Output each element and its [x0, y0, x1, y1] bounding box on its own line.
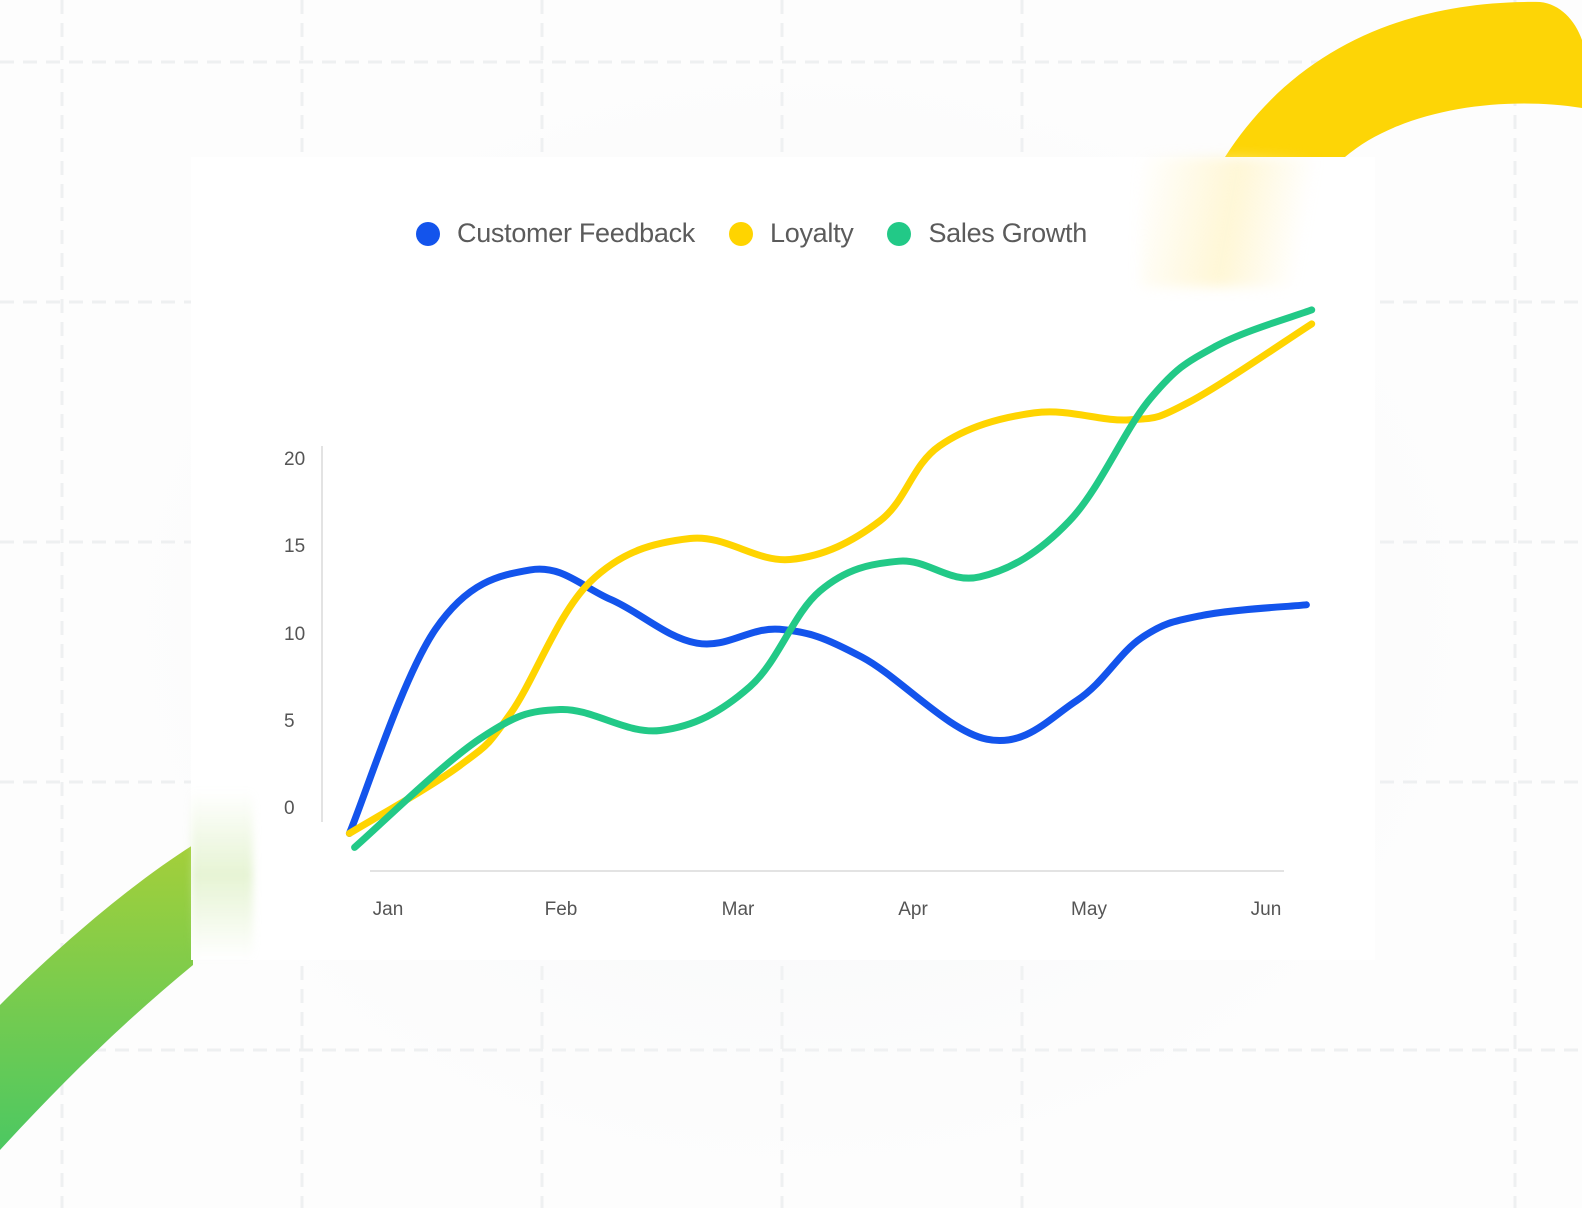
- decor-yellow-arc: [1225, 1, 1582, 157]
- y-tick-label: 20: [284, 449, 306, 470]
- legend-item-loyalty[interactable]: Loyalty: [729, 218, 854, 249]
- green-fade-overlay: [191, 790, 253, 960]
- x-tick-label: May: [1071, 899, 1107, 920]
- yellow-fade-overlay: [1140, 157, 1340, 287]
- y-tick-label: 0: [284, 798, 295, 819]
- series-line-sales-growth[interactable]: [351, 306, 1316, 851]
- x-tick-label: Jun: [1250, 899, 1282, 920]
- legend-label: Customer Feedback: [457, 218, 696, 248]
- x-tick-label: Mar: [721, 899, 755, 920]
- series-line-customer-feedback[interactable]: [345, 565, 1310, 837]
- decor-green-arc: [0, 845, 193, 1150]
- y-tick-label: 15: [284, 536, 306, 557]
- x-tick-label: Apr: [898, 899, 928, 920]
- y-tick-label: 5: [284, 711, 295, 732]
- chart-legend: Customer Feedback Loyalty Sales Growth: [416, 218, 1087, 249]
- legend-dot-icon: [416, 221, 440, 246]
- legend-label: Sales Growth: [928, 218, 1087, 248]
- legend-dot-icon: [887, 221, 912, 246]
- x-tick-label: Feb: [544, 899, 578, 920]
- legend-item-sales-growth[interactable]: Sales Growth: [887, 218, 1087, 249]
- legend-label: Loyalty: [770, 218, 854, 248]
- legend-dot-icon: [729, 221, 754, 246]
- x-tick-label: Jan: [372, 899, 404, 920]
- legend-item-customer-feedback[interactable]: Customer Feedback: [416, 218, 695, 249]
- y-tick-label: 10: [284, 624, 306, 645]
